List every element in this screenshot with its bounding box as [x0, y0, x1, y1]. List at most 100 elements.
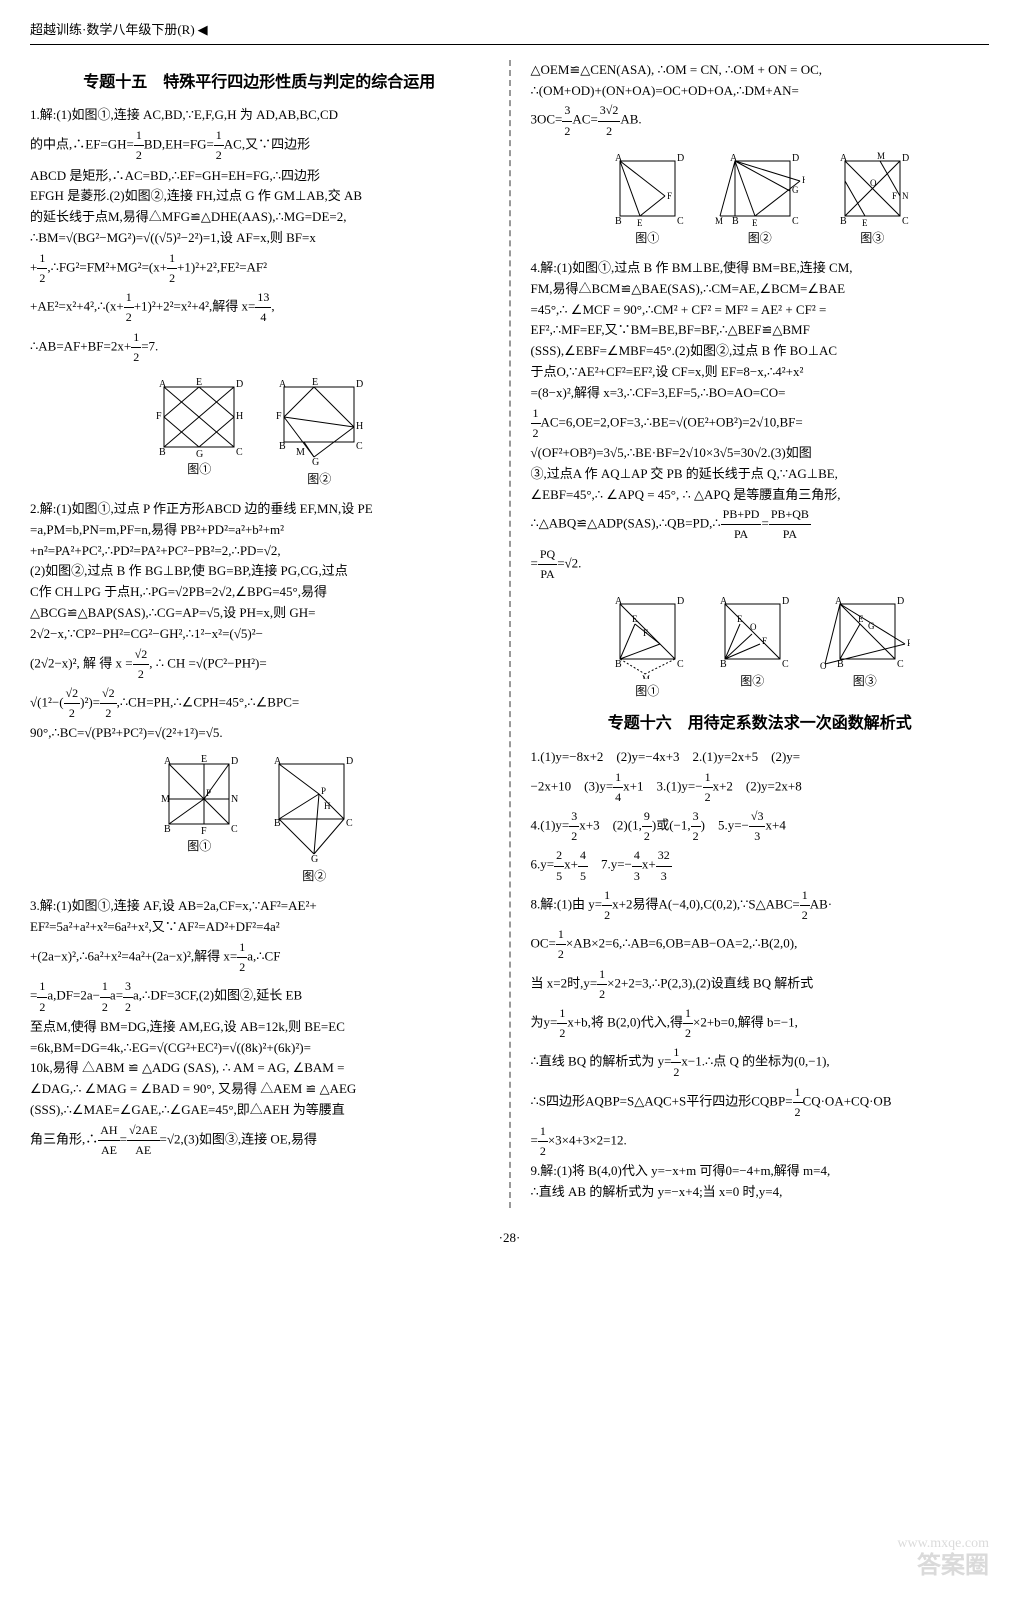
- svg-text:B: B: [840, 216, 847, 226]
- svg-text:C: C: [902, 216, 909, 226]
- svg-text:A: A: [730, 153, 738, 164]
- problem-4-figures: AD EF BC M 图① AD EOF: [531, 594, 990, 701]
- svg-text:C: C: [356, 441, 363, 452]
- svg-text:A: A: [274, 756, 282, 767]
- svg-text:E: E: [632, 614, 638, 624]
- svg-text:N: N: [902, 191, 909, 201]
- column-divider: [509, 60, 511, 1208]
- svg-text:O: O: [750, 622, 757, 632]
- svg-text:E: E: [858, 614, 864, 624]
- svg-text:G: G: [196, 449, 203, 457]
- svg-text:F: F: [762, 636, 767, 646]
- problem-1: 1.解:(1)如图①,连接 AC,BD,∵E,F,G,H 为 AD,AB,BC,…: [30, 105, 489, 366]
- svg-text:D: D: [677, 153, 684, 164]
- svg-text:C: C: [677, 216, 684, 226]
- svg-text:A: A: [835, 596, 843, 607]
- svg-text:E: E: [752, 218, 758, 226]
- problem-3-figures: AD F BEC 图① AD: [531, 151, 990, 248]
- svg-text:G: G: [792, 185, 799, 195]
- svg-text:B: B: [837, 659, 844, 669]
- svg-text:H: H: [802, 175, 805, 185]
- svg-text:B: B: [159, 447, 166, 457]
- figure-3b: AD GH MBEC: [715, 151, 805, 226]
- figure-2b: A D PH B C G: [269, 754, 359, 864]
- figure-4a: A D EF B C M: [610, 594, 685, 679]
- svg-text:D: D: [792, 153, 799, 164]
- svg-text:H: H: [236, 411, 243, 422]
- svg-text:H: H: [324, 801, 331, 811]
- svg-text:A: A: [164, 756, 172, 767]
- svg-text:Q: Q: [820, 661, 827, 669]
- svg-text:E: E: [201, 754, 207, 765]
- svg-text:D: D: [356, 379, 363, 390]
- svg-text:P: P: [907, 638, 910, 648]
- figure-4b: A D EOF B C: [715, 594, 790, 669]
- svg-text:B: B: [279, 441, 286, 452]
- page-number: ·28·: [30, 1228, 989, 1249]
- svg-text:E: E: [862, 218, 868, 226]
- svg-text:C: C: [236, 447, 243, 457]
- svg-text:F: F: [156, 411, 162, 422]
- figure-1b: AED FH BC MG: [274, 377, 364, 467]
- svg-text:D: D: [782, 596, 789, 607]
- svg-text:H: H: [356, 421, 363, 432]
- figure-3a: A D F B E C: [610, 151, 685, 226]
- problem-2: 2.解:(1)如图①,过点 P 作正方形ABCD 边的垂线 EF,MN,设 PE…: [30, 499, 489, 744]
- svg-text:D: D: [677, 596, 684, 607]
- figure-2a: AED MN P BFC: [159, 754, 239, 834]
- svg-text:F: F: [276, 411, 282, 422]
- svg-text:A: A: [615, 596, 623, 607]
- svg-text:M: M: [161, 794, 170, 805]
- svg-text:A: A: [279, 379, 287, 390]
- svg-text:C: C: [231, 824, 238, 834]
- svg-text:A: A: [720, 596, 728, 607]
- svg-text:D: D: [902, 153, 909, 164]
- svg-text:M: M: [715, 216, 723, 226]
- page-header: 超越训练·数学八年级下册(R): [30, 20, 989, 45]
- svg-text:F: F: [892, 191, 897, 201]
- svg-text:F: F: [201, 826, 207, 834]
- watermark-text: 答案圈: [917, 1547, 989, 1585]
- left-column: 专题十五 特殊平行四边形性质与判定的综合运用 1.解:(1)如图①,连接 AC,…: [30, 60, 489, 1208]
- figure-1a: A E D F H B G C: [154, 377, 244, 457]
- svg-text:C: C: [782, 659, 789, 669]
- svg-text:C: C: [346, 818, 353, 829]
- svg-text:E: E: [637, 218, 643, 226]
- svg-text:F: F: [667, 191, 672, 201]
- svg-text:C: C: [897, 659, 904, 669]
- svg-text:E: E: [312, 377, 318, 388]
- svg-text:E: E: [737, 614, 743, 624]
- svg-text:B: B: [274, 818, 281, 829]
- problem-2-figures: AED MN P BFC 图①: [30, 754, 489, 886]
- right-column: △OEM≌△CEN(ASA), ∴OM = CN, ∴OM + ON = OC,…: [531, 60, 990, 1208]
- problem-3: 3.解:(1)如图①,连接 AF,设 AB=2a,CF=x,∵AF²=AE²+ …: [30, 896, 489, 1160]
- problem-4: 4.解:(1)如图①,过点 B 作 BM⊥BE,使得 BM=BE,连接 CM, …: [531, 258, 990, 584]
- svg-text:G: G: [311, 854, 318, 864]
- svg-text:M: M: [642, 674, 650, 679]
- svg-text:D: D: [236, 379, 243, 390]
- svg-text:B: B: [732, 216, 739, 226]
- topic-16-answers: 1.(1)y=−8x+2 (2)y=−4x+3 2.(1)y=2x+5 (2)y…: [531, 747, 990, 1203]
- topic-16-title: 专题十六 用待定系数法求一次函数解析式: [531, 711, 990, 737]
- svg-text:D: D: [897, 596, 904, 607]
- svg-text:G: G: [868, 621, 875, 631]
- figure-4c: A D GE Q B C P: [820, 594, 910, 669]
- svg-text:B: B: [615, 659, 622, 670]
- svg-text:P: P: [321, 786, 326, 796]
- svg-text:G: G: [312, 457, 319, 467]
- svg-text:D: D: [346, 756, 353, 767]
- svg-text:P: P: [206, 788, 211, 798]
- svg-text:A: A: [615, 153, 623, 164]
- svg-text:F: F: [643, 628, 648, 638]
- topic-15-title: 专题十五 特殊平行四边形性质与判定的综合运用: [30, 70, 489, 96]
- svg-text:C: C: [677, 659, 684, 670]
- svg-text:A: A: [159, 379, 167, 390]
- figure-3c: AMD ONF BEC: [835, 151, 910, 226]
- svg-text:B: B: [615, 216, 622, 226]
- problem-1-figures: AED FH BGC 图① AED: [30, 377, 489, 489]
- problem-3-cont: △OEM≌△CEN(ASA), ∴OM = CN, ∴OM + ON = OC,…: [531, 60, 990, 141]
- svg-text:B: B: [720, 659, 727, 669]
- svg-text:E: E: [196, 377, 202, 388]
- svg-text:A: A: [840, 153, 848, 164]
- svg-text:N: N: [231, 794, 238, 805]
